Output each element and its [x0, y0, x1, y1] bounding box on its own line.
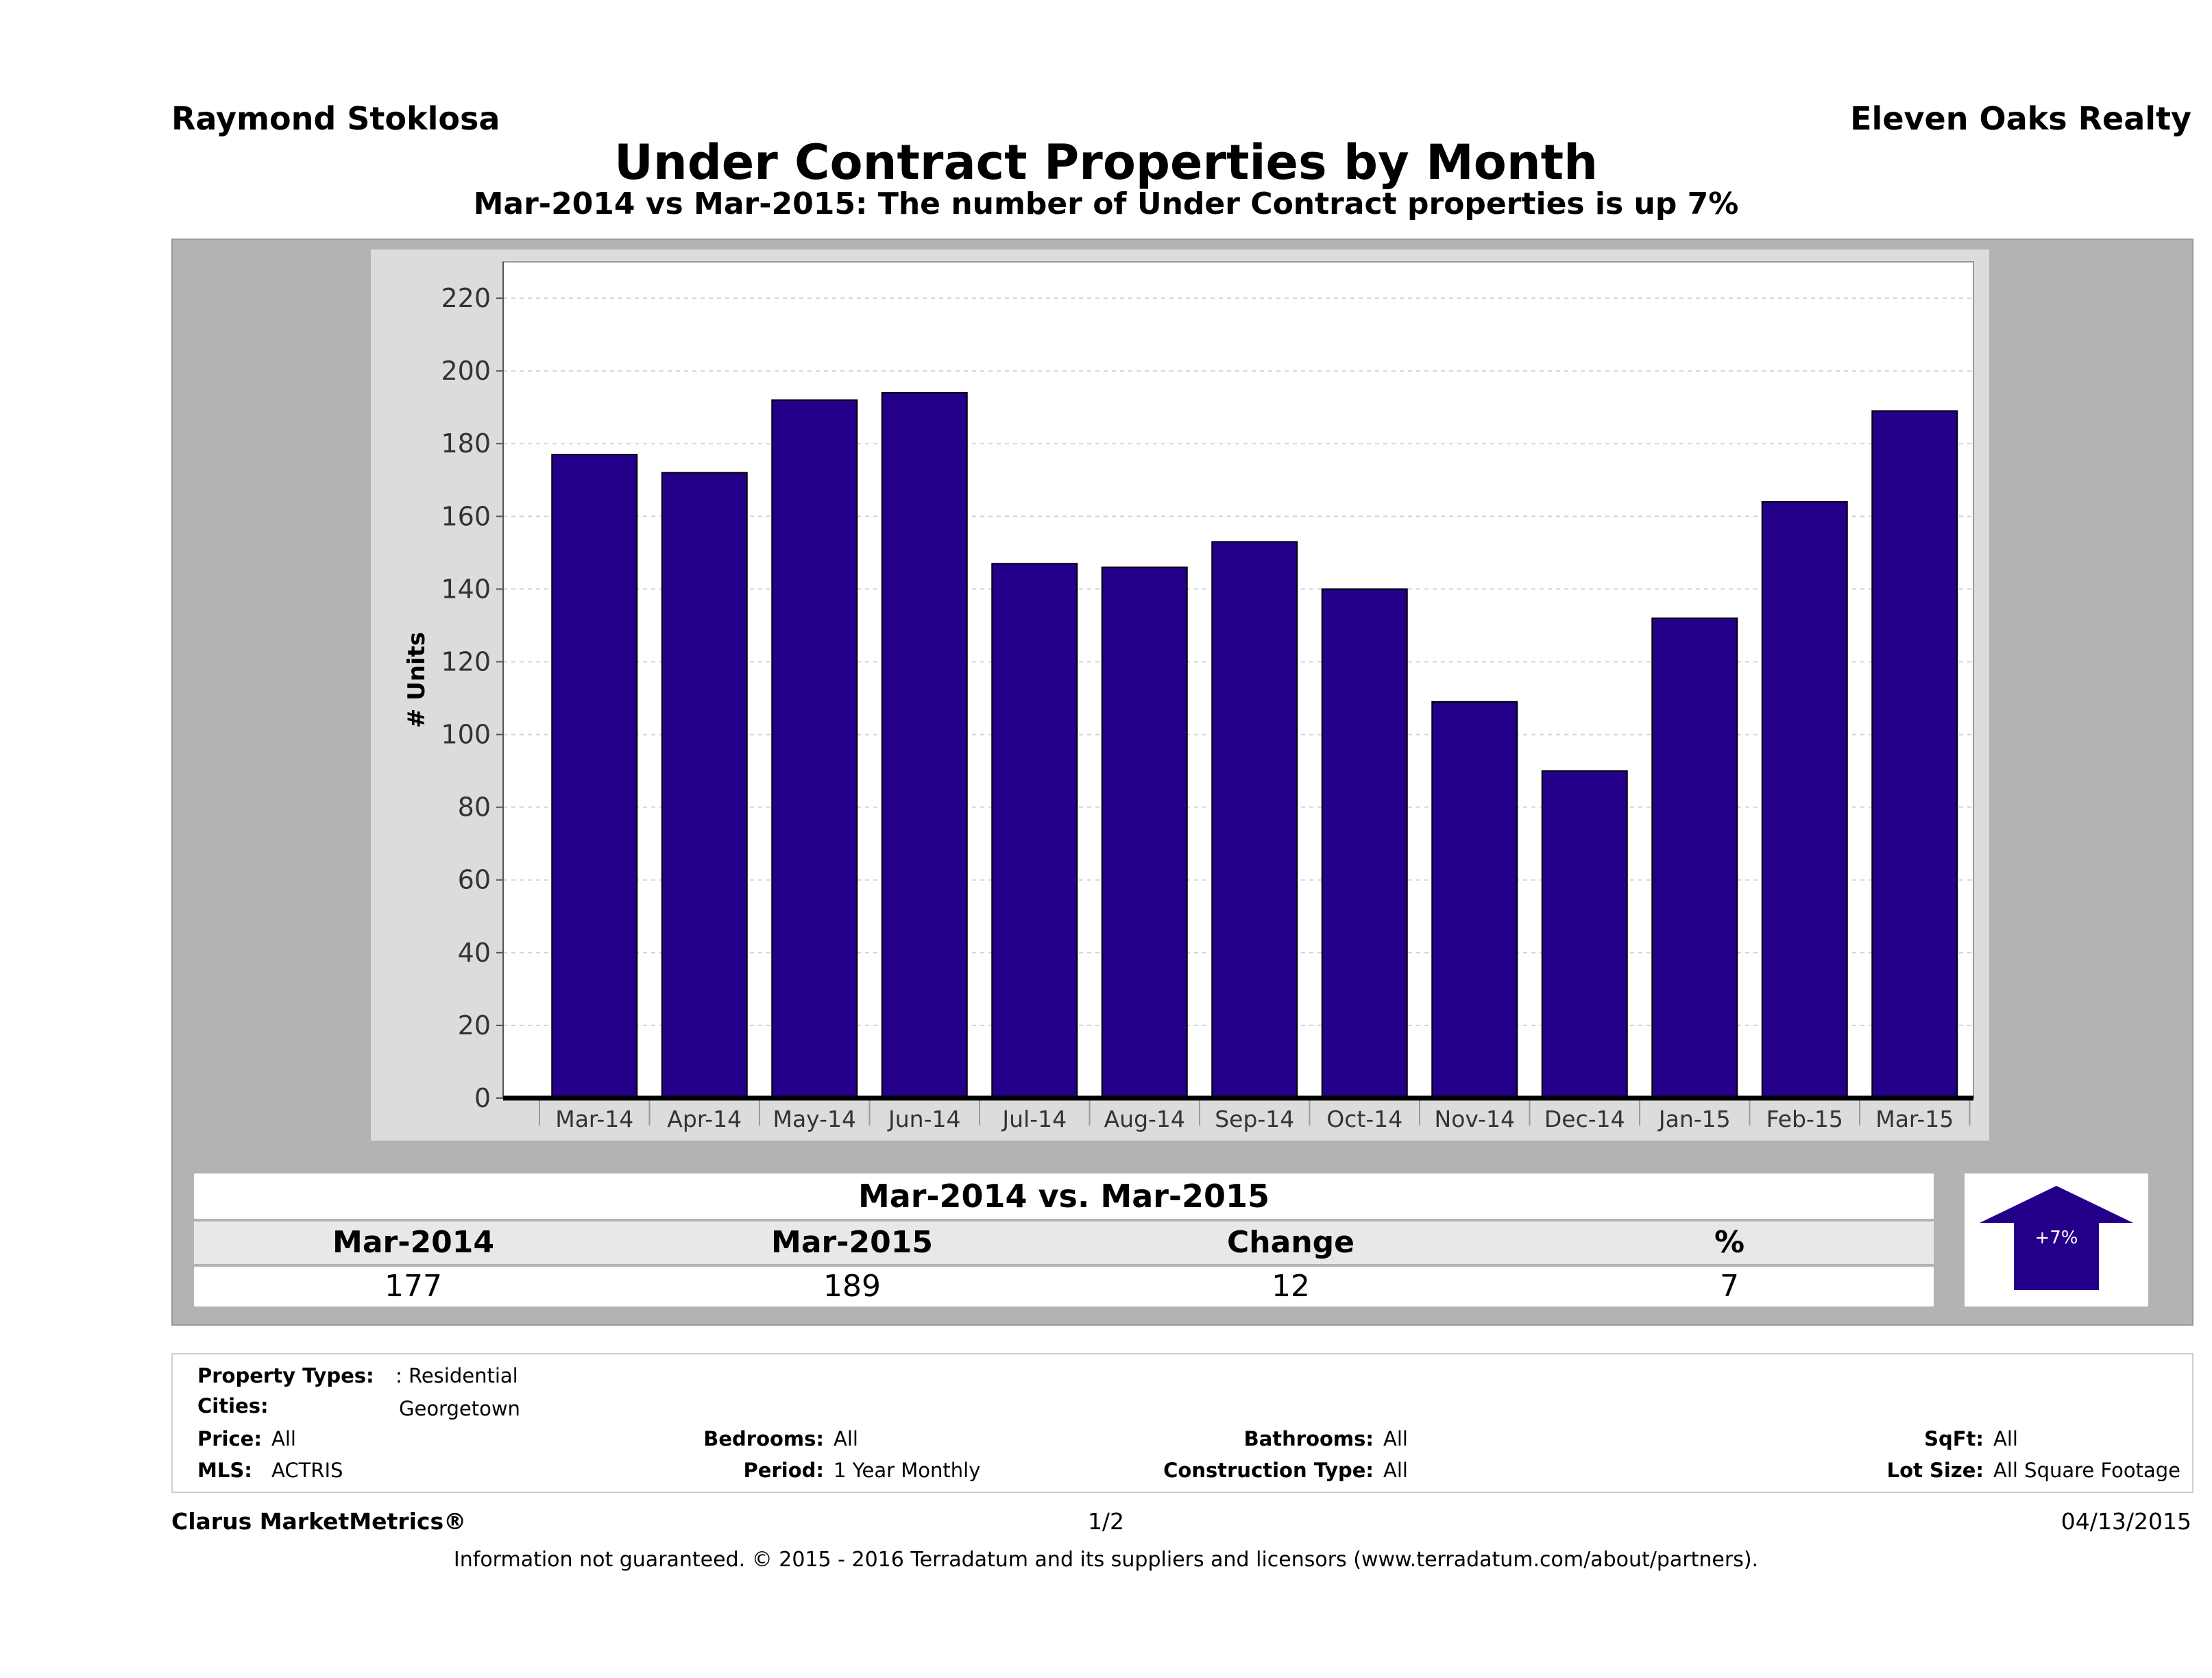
bedrooms-value: All: [834, 1427, 858, 1450]
cities-value: Georgetown: [399, 1397, 520, 1420]
summary-header-mar2014: Mar-2014: [332, 1225, 494, 1260]
up-arrow-icon: +7%: [1980, 1186, 2133, 1290]
disclaimer: Information not guaranteed. © 2015 - 201…: [453, 1548, 1759, 1572]
y-tick-label: 20: [458, 1010, 491, 1041]
x-tick-label: Jun-14: [887, 1106, 960, 1132]
sqft-label: SqFt:: [1924, 1427, 1984, 1450]
y-tick-label: 0: [474, 1083, 491, 1113]
summary-header-row: Mar-2014 Mar-2015 Change %: [194, 1221, 1934, 1264]
summary-value-row: 177 189 12 7: [194, 1267, 1934, 1306]
summary-value-mar2014: 177: [385, 1269, 442, 1304]
y-tick-label: 100: [441, 720, 491, 750]
summary-header-mar2015: Mar-2015: [771, 1225, 933, 1260]
period-label: Period:: [743, 1459, 824, 1482]
y-tick-label: 140: [441, 574, 491, 604]
y-tick-label: 60: [458, 865, 491, 895]
y-tick-label: 160: [441, 501, 491, 531]
bar: [1101, 566, 1188, 1099]
bar: [661, 472, 748, 1099]
x-tick-label: Jan-15: [1657, 1106, 1731, 1132]
lot-size-label: Lot Size:: [1886, 1459, 1984, 1482]
cities-label: Cities:: [197, 1394, 269, 1418]
x-tick-label: Apr-14: [667, 1106, 742, 1132]
x-tick-label: May-14: [773, 1106, 856, 1132]
bar: [881, 391, 968, 1099]
bar: [1871, 410, 1958, 1099]
y-tick-label: 200: [441, 356, 491, 386]
y-tick-label: 180: [441, 428, 491, 459]
filter-panel: Property Types: : Residential Cities: Ge…: [171, 1353, 2193, 1493]
bathrooms-label: Bathrooms:: [1243, 1427, 1374, 1450]
summary-value-percent: 7: [1720, 1269, 1739, 1304]
bar-chart: 0 20 40 60 80 100 120 140 160 180 200 220 # Units Mar…: [403, 261, 1974, 1132]
y-axis-label: # Units: [403, 632, 430, 728]
y-tick-label: 220: [441, 283, 491, 313]
bar: [1651, 617, 1738, 1099]
construction-type-value: All: [1383, 1459, 1408, 1482]
price-label: Price:: [197, 1427, 262, 1450]
period-value: 1 Year Monthly: [834, 1459, 981, 1482]
construction-type-label: Construction Type:: [1163, 1459, 1374, 1482]
bar: [991, 563, 1078, 1099]
change-badge: +7%: [1965, 1174, 2148, 1306]
property-types-value: : Residential: [396, 1364, 518, 1387]
x-tick-label: Oct-14: [1326, 1106, 1402, 1132]
chart-title: Under Contract Properties by Month: [614, 134, 1598, 191]
bar: [1761, 501, 1848, 1099]
x-tick-label: Mar-14: [555, 1106, 633, 1132]
badge-text: +7%: [2034, 1228, 2078, 1248]
agent-name: Raymond Stoklosa: [171, 100, 500, 137]
x-tick-label: Nov-14: [1435, 1106, 1515, 1132]
y-tick-label: 120: [441, 646, 491, 677]
bedrooms-label: Bedrooms:: [703, 1427, 824, 1450]
brokerage-name: Eleven Oaks Realty: [1850, 100, 2191, 137]
x-tick-label: Mar-15: [1875, 1106, 1954, 1132]
y-tick-label: 80: [458, 792, 491, 823]
page-number: 1/2: [1087, 1508, 1125, 1535]
x-tick-label: Dec-14: [1544, 1106, 1625, 1132]
summary-header-change: Change: [1227, 1225, 1354, 1260]
x-tick-label: Jul-14: [1001, 1106, 1067, 1132]
bar: [771, 399, 858, 1099]
summary-value-change: 12: [1272, 1269, 1310, 1304]
product-name: Clarus MarketMetrics®: [171, 1508, 467, 1535]
summary-value-mar2015: 189: [823, 1269, 881, 1304]
lot-size-value: All Square Footage: [1993, 1459, 2181, 1482]
sqft-value: All: [1993, 1427, 2018, 1450]
bar: [1431, 701, 1518, 1099]
chart-subtitle: Mar-2014 vs Mar-2015: The number of Unde…: [473, 186, 1739, 221]
mls-value: ACTRIS: [271, 1459, 343, 1482]
x-tick-label: Aug-14: [1104, 1106, 1185, 1132]
x-tick-label: Sep-14: [1215, 1106, 1294, 1132]
bathrooms-value: All: [1383, 1427, 1408, 1450]
mls-label: MLS:: [197, 1459, 252, 1482]
property-types-label: Property Types:: [197, 1364, 374, 1387]
report-date: 04/13/2015: [2061, 1508, 2191, 1535]
y-tick-label: 40: [458, 938, 491, 968]
bar: [1321, 588, 1408, 1099]
bar: [551, 454, 638, 1099]
summary-title: Mar-2014 vs. Mar-2015: [194, 1174, 1934, 1219]
bar: [1541, 770, 1628, 1099]
x-tick-label: Feb-15: [1766, 1106, 1843, 1132]
summary-header-percent: %: [1714, 1225, 1745, 1260]
price-value: All: [271, 1427, 296, 1450]
bar: [1211, 541, 1298, 1099]
